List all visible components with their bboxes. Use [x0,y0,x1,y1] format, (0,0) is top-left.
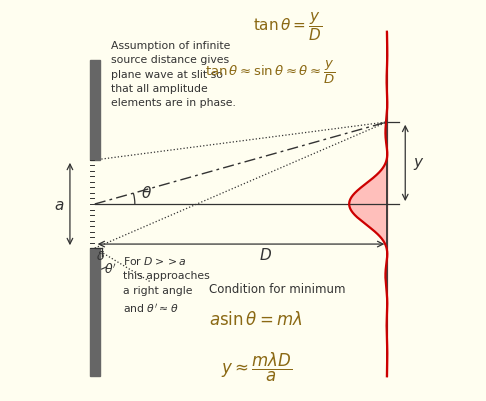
Text: $D$: $D$ [259,247,272,262]
Text: $\delta$: $\delta$ [96,250,105,263]
Text: Condition for minimum: Condition for minimum [209,282,346,296]
Text: $a\sin\theta = m\lambda$: $a\sin\theta = m\lambda$ [209,310,303,328]
Text: $y$: $y$ [413,156,425,172]
Text: For $D >> a$
this approaches
a right angle
and $\theta' \approx \theta$: For $D >> a$ this approaches a right ang… [123,255,209,314]
Bar [89,249,100,376]
Text: $\tan\theta \approx \sin\theta \approx \theta \approx \dfrac{y}{D}$: $\tan\theta \approx \sin\theta \approx \… [205,59,335,86]
Text: $y \approx \dfrac{m\lambda D}{a}$: $y \approx \dfrac{m\lambda D}{a}$ [221,350,293,383]
Text: $\tan\theta = \dfrac{y}{D}$: $\tan\theta = \dfrac{y}{D}$ [253,11,322,43]
Text: $\theta$: $\theta$ [141,184,152,200]
Text: $\theta '$: $\theta '$ [104,262,117,276]
Text: $a$: $a$ [53,197,64,212]
Bar [89,61,100,160]
Text: Assumption of infinite
source distance gives
plane wave at slit so
that all ampl: Assumption of infinite source distance g… [111,41,236,108]
